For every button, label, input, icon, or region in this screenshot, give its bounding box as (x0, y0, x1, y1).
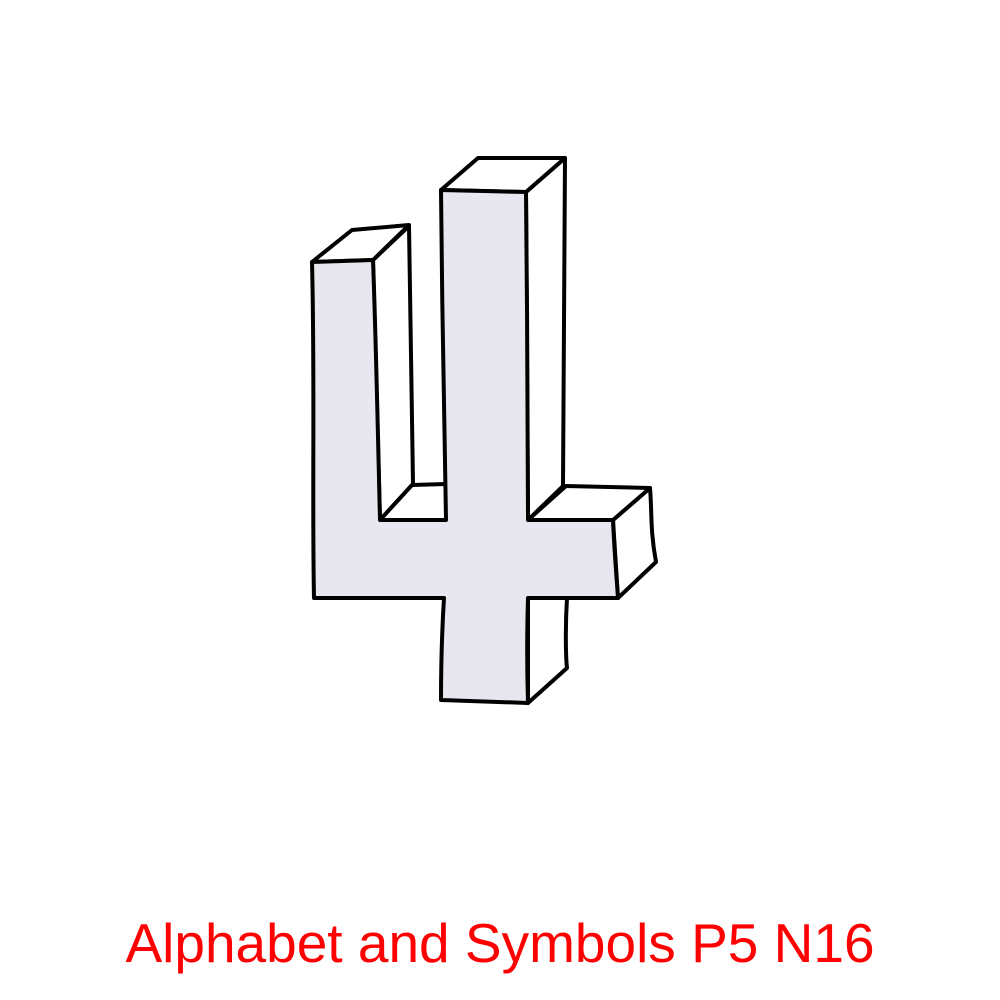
caption: Alphabet and Symbols P5 N16 (125, 912, 875, 974)
right-stem-side-face (524, 156, 567, 522)
lower-stem-side-face (526, 596, 569, 705)
numeral-front-face (310, 188, 620, 705)
